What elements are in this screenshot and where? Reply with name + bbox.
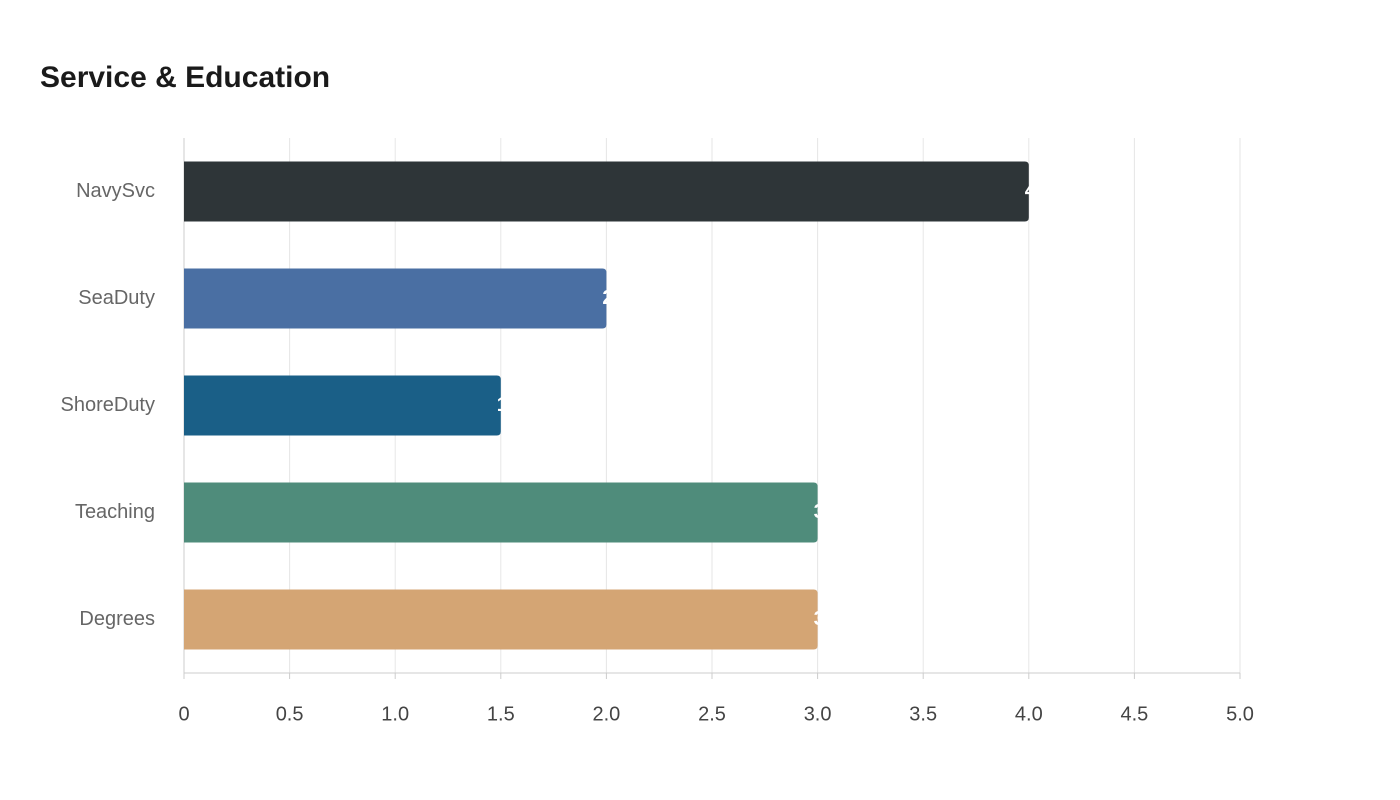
bar xyxy=(184,589,818,650)
x-tick-label: 0 xyxy=(178,703,189,725)
x-tick-label: 2.0 xyxy=(592,703,620,725)
x-tick-label: 0.5 xyxy=(276,703,304,725)
data-label: 3 xyxy=(814,608,825,630)
bar xyxy=(184,375,501,436)
bar xyxy=(184,482,818,543)
data-label: 2 xyxy=(602,287,613,309)
x-tick-label: 4.0 xyxy=(1015,703,1043,725)
x-tick-label: 5.0 xyxy=(1226,703,1254,725)
data-label: 4 xyxy=(1025,180,1037,202)
y-tick-label: Teaching xyxy=(75,501,155,523)
y-tick-label: SeaDuty xyxy=(78,287,155,309)
bar xyxy=(184,268,607,329)
bar xyxy=(184,161,1029,222)
y-tick-label: ShoreDuty xyxy=(61,394,156,416)
y-tick-label: Degrees xyxy=(79,608,155,630)
x-tick-label: 3.5 xyxy=(909,703,937,725)
x-tick-label: 4.5 xyxy=(1120,703,1148,725)
x-tick-label: 2.5 xyxy=(698,703,726,725)
x-tick-label: 1.0 xyxy=(381,703,409,725)
x-tick-label: 3.0 xyxy=(804,703,832,725)
y-tick-label: NavySvc xyxy=(76,180,155,202)
data-label: 3 xyxy=(814,501,825,523)
x-tick-label: 1.5 xyxy=(487,703,515,725)
chart-title: Service & Education xyxy=(40,61,330,94)
data-label: 1.5 xyxy=(497,394,525,416)
